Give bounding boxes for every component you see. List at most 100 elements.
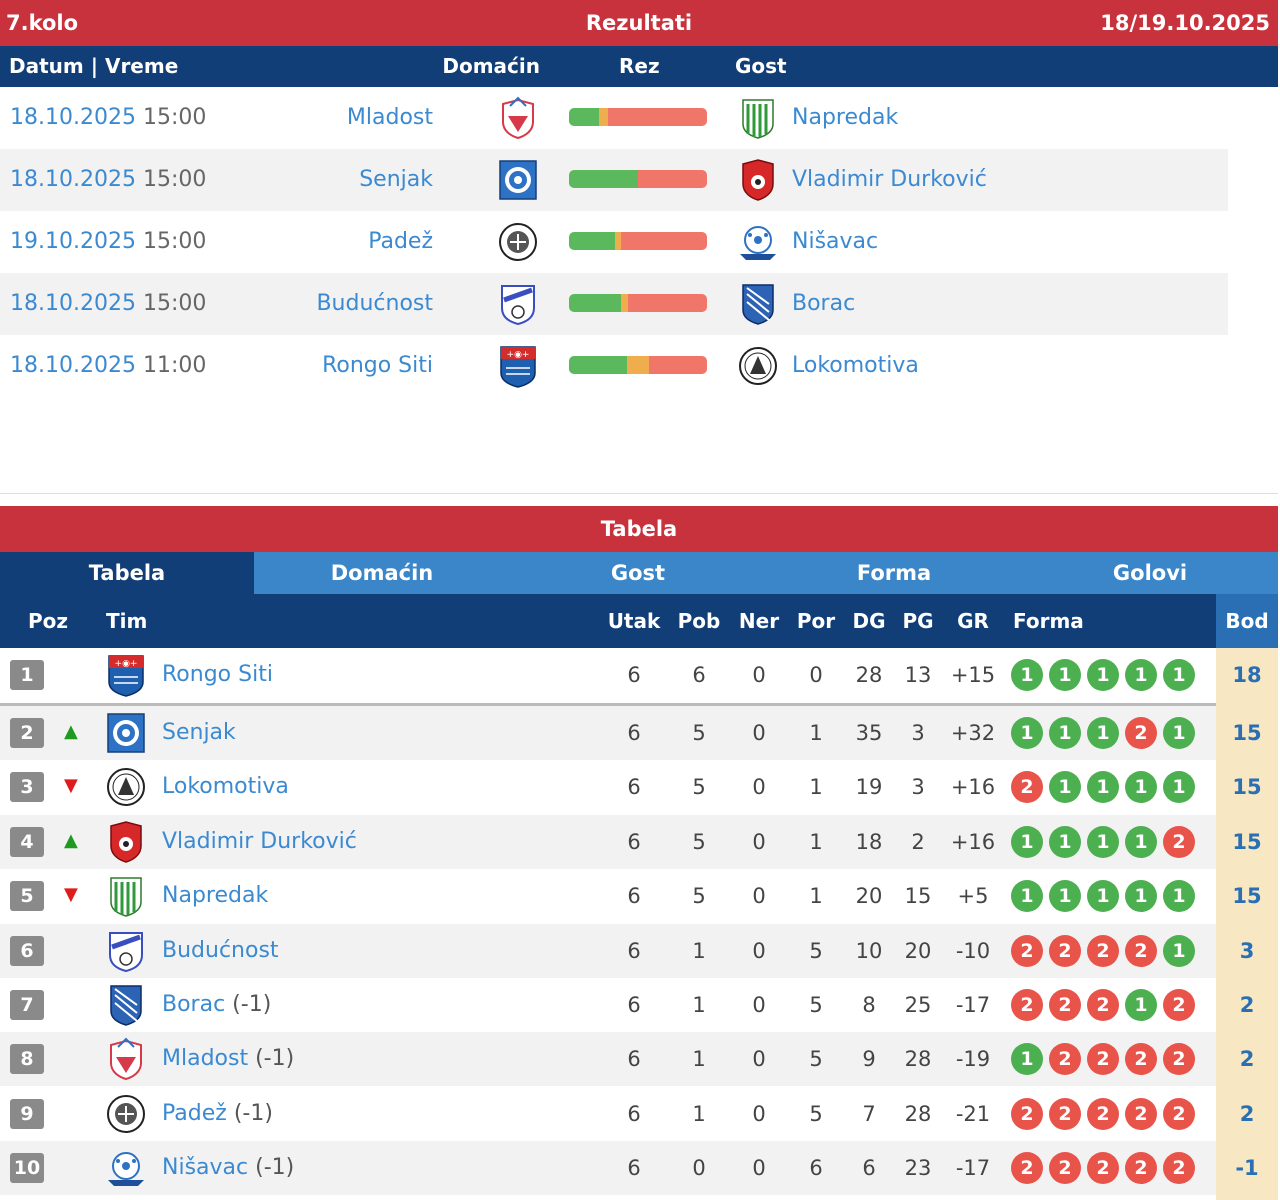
position-badge: 6 <box>10 935 44 966</box>
match-date[interactable]: 18.10.2025 <box>10 291 136 316</box>
stat-won: 6 <box>692 663 706 687</box>
result-bar <box>569 170 707 188</box>
home-team[interactable]: Rongo Siti <box>322 353 433 378</box>
team-name[interactable]: Senjak <box>162 720 236 745</box>
form-result: 2 <box>1049 934 1081 967</box>
form-result: 1 <box>1125 825 1157 858</box>
standings-row[interactable]: 7 Borac (-1) 6 1 0 5 8 25 -17 2 2 2 1 2 2 <box>0 978 1254 1032</box>
tab-golovi[interactable]: Golovi <box>1112 561 1188 585</box>
tab-domacin[interactable]: Domaćin <box>330 561 434 585</box>
stat-gd: +5 <box>957 884 989 909</box>
form-result: 2 <box>1011 989 1043 1021</box>
team-name[interactable]: Nišavac (-1) <box>162 1155 295 1181</box>
away-team[interactable]: Borac <box>792 291 856 316</box>
stat-ga: 23 <box>904 1156 932 1181</box>
team-name[interactable]: Padež (-1) <box>162 1100 273 1126</box>
form-result: 1 <box>1049 825 1081 858</box>
standings-row[interactable]: 3 ▼ Lokomotiva 6 5 0 1 19 3 +16 2 1 1 1 1 15 <box>0 760 1262 814</box>
match-time: 15:00 <box>142 291 207 316</box>
form-result: 1 <box>1011 659 1043 691</box>
form-result: 2 <box>1125 1043 1157 1076</box>
team-points: 15 <box>1232 884 1262 909</box>
team-name[interactable]: Lokomotiva <box>162 774 289 800</box>
active-tab-bg <box>0 552 254 594</box>
stat-played: 6 <box>627 663 641 687</box>
match-row[interactable]: 18.10.2025 11:00 Rongo Siti +◉+ Lokomotiva <box>0 335 1228 397</box>
standings-row[interactable]: 5 ▼ Napredak 6 5 0 1 20 15 +5 1 1 1 1 1 15 <box>0 869 1262 923</box>
match-datetime[interactable]: 19.10.2025 15:00 <box>10 211 206 273</box>
vladimir-durkovic-crest-icon <box>106 820 146 864</box>
match-date[interactable]: 19.10.2025 <box>10 229 136 254</box>
form-result: 2 <box>1049 1097 1081 1130</box>
stat-played: 6 <box>627 829 641 854</box>
result-bar-away <box>638 170 707 188</box>
team-name[interactable]: Mladost (-1) <box>162 1046 295 1072</box>
stat-played: 6 <box>627 884 641 909</box>
col-played: Utak <box>607 609 661 633</box>
stat-ga: 28 <box>904 1101 932 1126</box>
tab-gost[interactable]: Gost <box>610 561 666 585</box>
form-result: 2 <box>1125 934 1157 967</box>
team-name[interactable]: Rongo Siti <box>162 662 273 687</box>
team-points: 3 <box>1239 938 1255 963</box>
match-row[interactable]: 18.10.2025 15:00 Senjak Vladimir Durković <box>0 149 1228 211</box>
position-badge: 4 <box>10 826 44 857</box>
col-gf: DG <box>852 609 886 633</box>
standings-row[interactable]: 4 ▲ Vladimir Durković 6 5 0 1 18 2 +16 1 1 1 1 2 15 <box>0 814 1262 869</box>
standings-row[interactable]: 1 +◉+ Rongo Siti 6 6 0 0 28 13 +15 1 1 1 1 1 18 <box>0 648 1262 702</box>
team-name[interactable]: Borac (-1) <box>162 992 272 1017</box>
home-team[interactable]: Senjak <box>359 167 433 192</box>
away-team[interactable]: Napredak <box>792 105 899 130</box>
standings-row[interactable]: 2 ▲ Senjak 6 5 0 1 35 3 +32 1 1 1 2 1 15 <box>0 706 1262 760</box>
match-date[interactable]: 18.10.2025 <box>10 105 136 130</box>
home-team[interactable]: Budućnost <box>316 291 433 316</box>
stat-gf: 19 <box>855 775 883 800</box>
position-badge: 2 <box>10 718 44 748</box>
standings-row[interactable]: 9 Padež (-1) 6 1 0 5 7 28 -21 2 2 2 2 2 2 <box>0 1087 1254 1141</box>
padez-crest-icon <box>498 220 538 264</box>
away-team[interactable]: Vladimir Durković <box>792 167 987 192</box>
match-row[interactable]: 19.10.2025 15:00 Padež Nišavac <box>0 211 1228 273</box>
form-result: 1 <box>1163 771 1195 804</box>
home-team[interactable]: Mladost <box>346 105 433 130</box>
stat-draw: 0 <box>752 884 766 909</box>
match-date[interactable]: 18.10.2025 <box>10 167 136 192</box>
stat-won: 1 <box>692 1101 706 1126</box>
match-datetime[interactable]: 18.10.2025 15:00 <box>10 273 206 335</box>
match-row[interactable]: 18.10.2025 15:00 Mladost Napredak <box>0 87 1228 149</box>
stat-draw: 0 <box>752 1047 766 1072</box>
tab-tabela[interactable]: Tabela <box>88 561 166 585</box>
standings-row[interactable]: 10 Nišavac (-1) 6 0 0 6 6 23 -17 2 2 2 2 2 -1 <box>0 1141 1259 1196</box>
result-bar-home <box>569 170 638 188</box>
home-team[interactable]: Padež <box>368 229 433 254</box>
standings-row[interactable]: 8 Mladost (-1) 6 1 0 5 9 28 -19 1 2 2 2 2 2 <box>0 1032 1254 1087</box>
team-name[interactable]: Napredak <box>162 883 269 909</box>
result-bar <box>569 108 707 126</box>
team-name[interactable]: Budućnost <box>162 937 279 963</box>
match-time: 15:00 <box>142 229 207 254</box>
stat-lost: 1 <box>809 829 823 854</box>
team-name[interactable]: Vladimir Durković <box>162 828 357 854</box>
standings-row[interactable]: 6 Budućnost 6 1 0 5 10 20 -10 2 2 2 2 1 3 <box>0 923 1254 978</box>
stat-won: 5 <box>692 829 706 854</box>
tab-forma[interactable]: Forma <box>856 561 932 585</box>
match-datetime[interactable]: 18.10.2025 15:00 <box>10 149 206 211</box>
match-datetime[interactable]: 18.10.2025 11:00 <box>10 335 206 397</box>
stat-gf: 9 <box>862 1047 876 1072</box>
team-points: 2 <box>1239 1047 1255 1072</box>
lokomotiva-crest-icon <box>106 765 146 809</box>
away-team[interactable]: Lokomotiva <box>792 353 919 378</box>
match-row[interactable]: 18.10.2025 15:00 Budućnost Borac <box>0 273 1228 335</box>
stat-lost: 5 <box>809 938 823 963</box>
napredak-crest-icon <box>738 96 778 140</box>
point-penalty: (-1) <box>233 1100 273 1126</box>
form-result: 2 <box>1011 1097 1043 1130</box>
match-date[interactable]: 18.10.2025 <box>10 353 136 378</box>
position-badge: 10 <box>10 1153 44 1184</box>
svg-text:+◉+: +◉+ <box>115 659 138 669</box>
form-result: 1 <box>1087 717 1119 749</box>
stat-gf: 20 <box>855 884 883 909</box>
match-datetime[interactable]: 18.10.2025 15:00 <box>10 87 206 149</box>
away-team[interactable]: Nišavac <box>792 229 879 254</box>
